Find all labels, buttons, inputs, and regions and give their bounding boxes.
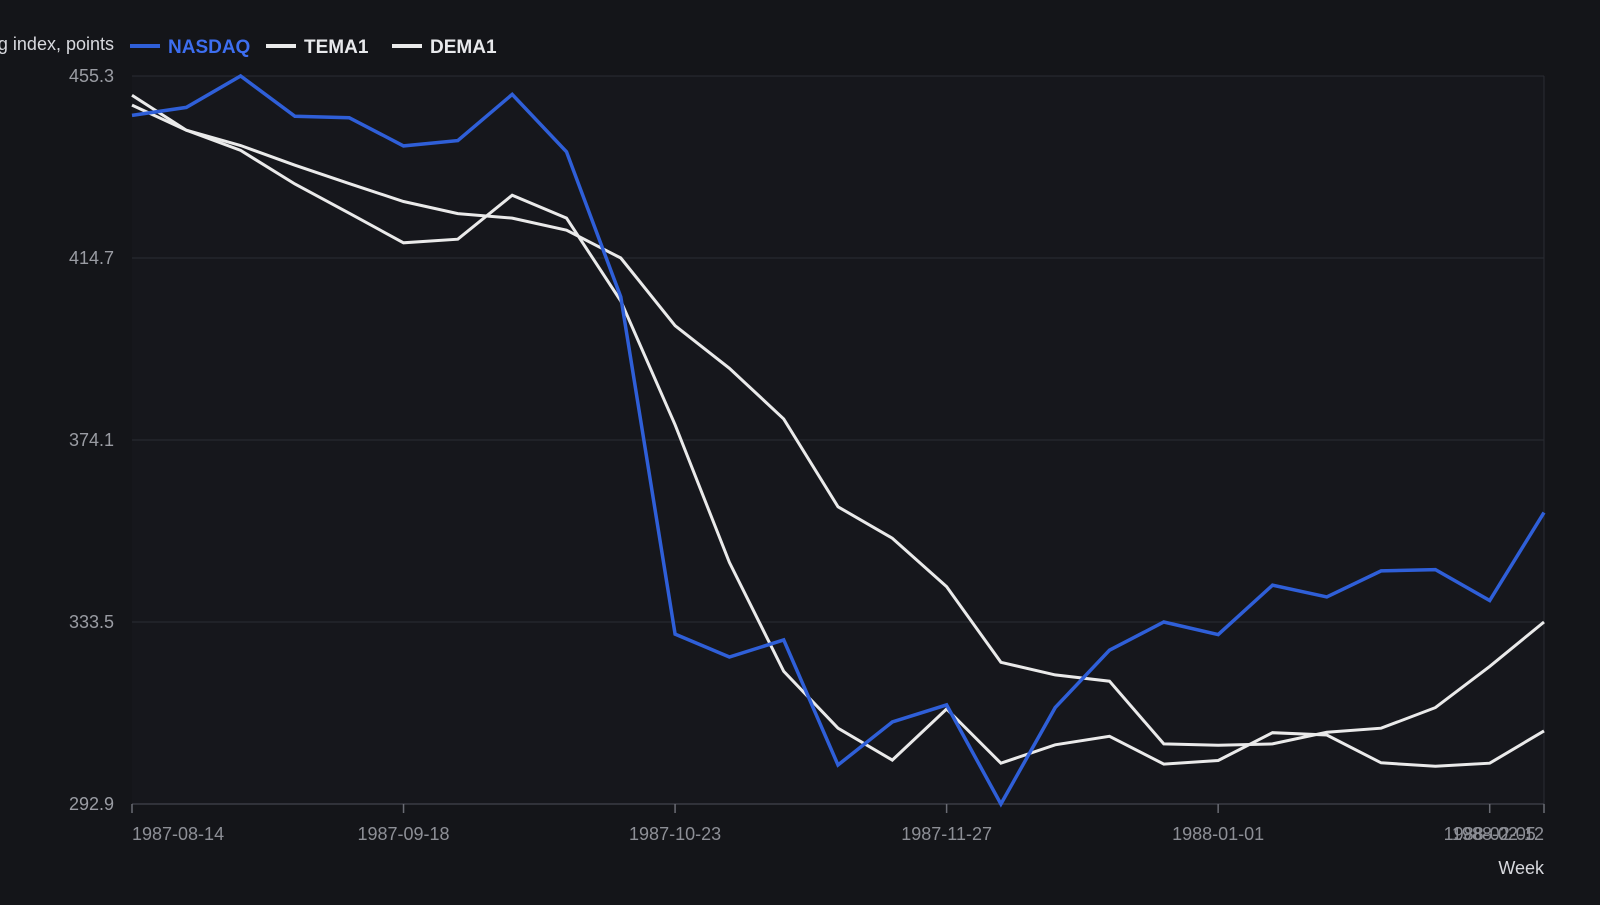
x-tick-label: 1988-01-01 <box>1172 824 1264 844</box>
x-tick-label: 1987-09-18 <box>357 824 449 844</box>
series-lines <box>131 73 1546 808</box>
y-tick-label: 292.9 <box>69 794 114 814</box>
series-line-tema1 <box>131 94 1545 768</box>
x-axis-label: Week <box>1498 858 1545 878</box>
series-line-nasdaq <box>131 73 1546 808</box>
y-tick-label: 455.3 <box>69 66 114 86</box>
x-tick-label: 1987-10-23 <box>629 824 721 844</box>
legend: NASDAQ TEMA1 DEMA1 <box>130 37 497 58</box>
y-tick-label: 414.7 <box>69 248 114 268</box>
legend-label: TEMA1 <box>304 37 369 58</box>
x-tick-label: 1987-11-27 <box>901 824 992 844</box>
x-tick-label: 1987-08-14 <box>132 824 224 844</box>
legend-label: DEMA1 <box>430 37 497 58</box>
series-line-dema1 <box>131 103 1545 747</box>
y-tick-label: 333.5 <box>69 612 114 632</box>
x-tick-label: 1988-02-12 <box>1452 824 1544 844</box>
y-tick-label: 374.1 <box>69 430 114 450</box>
y-axis-label: Closing index, points <box>0 34 114 54</box>
axes: 292.9 333.5 374.1 414.7 455.3 1987-08-14 1987-… <box>69 66 1545 844</box>
x-tick-label: 1988-02-05 <box>1444 824 1536 844</box>
legend-label: NASDAQ <box>168 37 250 58</box>
